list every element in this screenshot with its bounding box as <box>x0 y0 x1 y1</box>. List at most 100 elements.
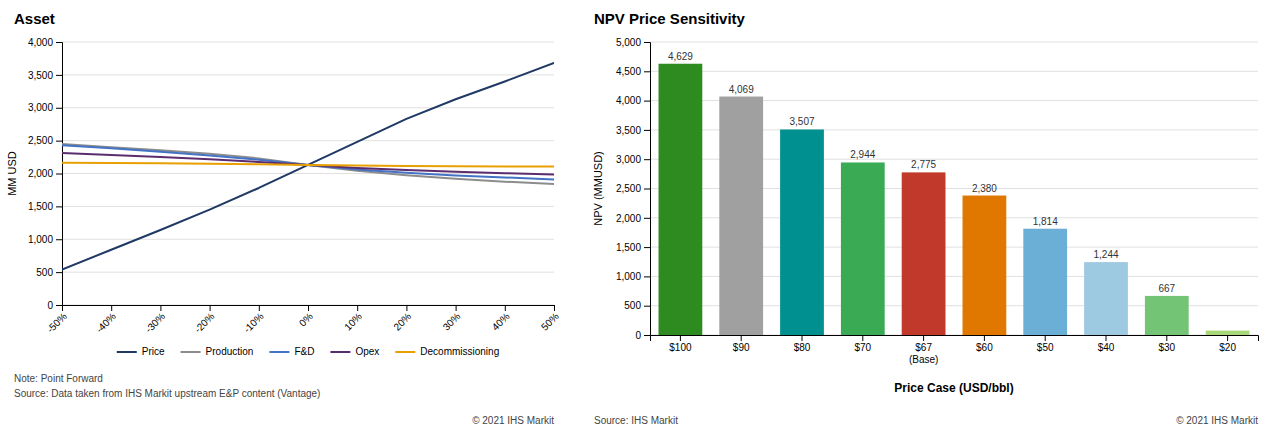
data-label: 3,507 <box>789 116 814 127</box>
tick-mark <box>56 108 62 109</box>
tick: $100 <box>669 335 692 353</box>
x-axis: $100$90$80$70$67(Base)$60$50$40$30$20 <box>651 335 1259 365</box>
tick: 3,500 <box>28 70 62 81</box>
tick-label: -50% <box>45 311 69 335</box>
tick-label: 3,500 <box>616 125 641 136</box>
tick-mark <box>984 335 985 341</box>
tick-label: 20% <box>391 311 413 333</box>
tick: $67(Base) <box>909 335 938 365</box>
grid <box>62 42 554 305</box>
axis-domain <box>56 43 63 306</box>
grid-line <box>62 107 554 108</box>
data-label: 1,244 <box>1093 249 1118 260</box>
tick-label-line: $40 <box>1098 342 1115 353</box>
bar <box>780 129 824 335</box>
tick-label: 10% <box>342 311 364 333</box>
tick: -10% <box>241 305 265 335</box>
legend-swatch <box>269 351 289 353</box>
tick-label: 0 <box>635 330 641 341</box>
series-line <box>62 63 554 269</box>
tick-mark <box>357 305 358 311</box>
grid-line <box>62 42 554 43</box>
tick-mark <box>259 305 260 311</box>
axis-domain <box>644 43 651 336</box>
tick-label: $67(Base) <box>909 342 938 365</box>
tick-label: 2,500 <box>616 183 641 194</box>
tick: 1,500 <box>616 242 650 253</box>
tick-label: $100 <box>669 342 692 353</box>
data-label: 4,629 <box>668 51 693 62</box>
plot-area <box>659 64 1250 335</box>
tick: 1,000 <box>28 234 62 245</box>
tick: $90 <box>733 335 750 353</box>
tick: 4,000 <box>616 95 650 106</box>
tick-mark <box>1106 335 1107 341</box>
tick-mark <box>1166 335 1167 341</box>
annotation: © 2021 IHS Markit <box>1176 415 1258 426</box>
tick-label-line: $100 <box>669 342 692 353</box>
tick-mark <box>923 335 924 341</box>
grid <box>650 42 1258 335</box>
tick-mark <box>1045 335 1046 341</box>
tick-label: 0 <box>47 300 53 311</box>
data-label: 2,775 <box>911 159 936 170</box>
tick-label: 0% <box>297 311 315 329</box>
tick-label: 1,000 <box>616 271 641 282</box>
tick-mark <box>56 272 62 273</box>
tick-mark <box>111 305 112 311</box>
tick: 3,000 <box>28 102 62 113</box>
tick-mark <box>56 75 62 76</box>
tick-mark <box>160 305 161 311</box>
tick-mark <box>680 335 681 341</box>
legend-item: Price <box>117 346 165 357</box>
legend-label: Decommissioning <box>420 346 499 357</box>
bar <box>719 97 763 335</box>
tick: 5,000 <box>616 37 650 48</box>
tick: 3,500 <box>616 125 650 136</box>
tick: 20% <box>391 305 413 333</box>
legend-item: Production <box>181 346 254 357</box>
tick: 4,000 <box>28 37 62 48</box>
tick: 2,000 <box>616 213 650 224</box>
tick-label: 1,500 <box>616 242 641 253</box>
bar <box>1145 296 1189 335</box>
tick-label: 500 <box>36 267 53 278</box>
tick: -40% <box>94 305 118 335</box>
grid-line <box>62 74 554 75</box>
tick-mark <box>644 247 650 248</box>
tick-mark <box>1227 335 1228 341</box>
y-axis: 05001,0001,5002,0002,5003,0003,5004,0004… <box>616 37 651 341</box>
tick-mark <box>644 306 650 307</box>
tick: 1,000 <box>616 271 650 282</box>
annotation: Note: Point Forward <box>14 373 103 384</box>
tick: 40% <box>490 305 512 333</box>
tick-label-line: $50 <box>1037 342 1054 353</box>
y-axis-title: MM USD <box>6 151 18 196</box>
tick: -30% <box>143 305 167 335</box>
tick-mark <box>56 305 62 306</box>
grid-line <box>62 206 554 207</box>
tick: 500 <box>36 267 62 278</box>
legend-swatch <box>117 351 137 353</box>
tick-mark <box>644 71 650 72</box>
legend-label: Price <box>142 346 165 357</box>
series-line <box>62 163 554 167</box>
tick-mark <box>406 305 407 311</box>
tick-mark <box>644 335 650 336</box>
tick-label: 50% <box>539 311 561 333</box>
tick: 4,500 <box>616 66 650 77</box>
tick: $20 <box>1219 335 1236 353</box>
series-line <box>62 153 554 174</box>
tick-label: 2,500 <box>28 135 53 146</box>
legend-swatch <box>330 351 350 353</box>
tick: $60 <box>976 335 993 353</box>
tick-mark <box>554 305 555 311</box>
tick-label: $90 <box>733 342 750 353</box>
tick-label-line: (Base) <box>909 354 938 365</box>
data-label: 4,069 <box>729 84 754 95</box>
tick-label: 3,000 <box>28 102 53 113</box>
annotation: Source: Data taken from IHS Markit upstr… <box>14 388 320 399</box>
axis-domain <box>651 336 1259 342</box>
tick-mark <box>644 276 650 277</box>
legend-item: Opex <box>330 346 379 357</box>
